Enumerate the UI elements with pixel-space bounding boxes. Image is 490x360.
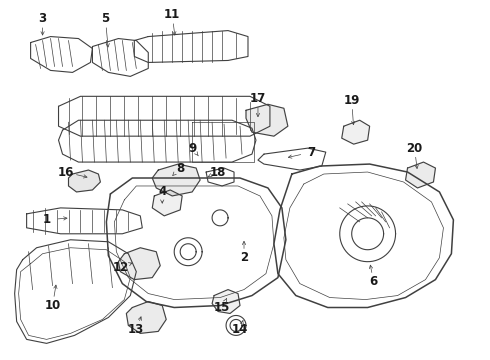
Polygon shape (152, 190, 182, 216)
Polygon shape (152, 164, 200, 196)
Text: 3: 3 (39, 12, 47, 25)
Text: 20: 20 (406, 141, 423, 155)
Text: 7: 7 (308, 145, 316, 159)
Text: 12: 12 (112, 261, 128, 274)
Text: 4: 4 (158, 185, 167, 198)
Polygon shape (126, 302, 166, 333)
Text: 14: 14 (232, 323, 248, 336)
Text: 13: 13 (128, 323, 145, 336)
Text: 16: 16 (57, 166, 74, 179)
Text: 8: 8 (176, 162, 184, 175)
Polygon shape (119, 248, 160, 280)
Text: 9: 9 (188, 141, 196, 155)
Text: 6: 6 (369, 275, 378, 288)
Text: 5: 5 (101, 12, 110, 25)
Text: 17: 17 (250, 92, 266, 105)
Text: 19: 19 (343, 94, 360, 107)
Text: 18: 18 (210, 166, 226, 179)
Polygon shape (212, 289, 240, 314)
Text: 11: 11 (164, 8, 180, 21)
Text: 1: 1 (43, 213, 50, 226)
Text: 2: 2 (240, 251, 248, 264)
Text: 15: 15 (214, 301, 230, 314)
Text: 10: 10 (45, 299, 61, 312)
Polygon shape (69, 170, 100, 192)
Polygon shape (342, 120, 369, 144)
Polygon shape (406, 162, 436, 188)
Polygon shape (246, 104, 288, 136)
